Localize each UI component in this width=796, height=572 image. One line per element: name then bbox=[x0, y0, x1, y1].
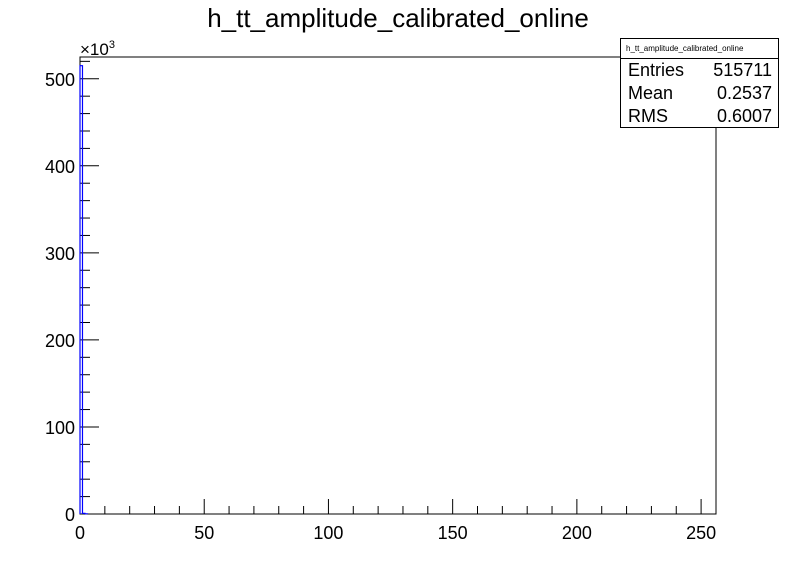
y-tick-label: 500 bbox=[45, 70, 75, 90]
stats-entries-value: 515711 bbox=[713, 60, 772, 80]
stats-row-entries: Entries 515711 bbox=[621, 59, 778, 82]
stats-entries-label: Entries bbox=[628, 60, 685, 80]
histogram-bar bbox=[79, 65, 84, 514]
x-axis: 0 50 100 150 200 250 bbox=[75, 499, 716, 543]
y-tick-label: 300 bbox=[45, 244, 75, 264]
x-tick-label: 0 bbox=[75, 523, 85, 543]
y-tick-label: 400 bbox=[45, 157, 75, 177]
stats-mean-label: Mean bbox=[628, 83, 674, 103]
y-multiplier-label: ×103 bbox=[80, 39, 115, 59]
stats-row-mean: Mean 0.2537 bbox=[621, 82, 778, 105]
stats-mean-value: 0.2537 bbox=[716, 83, 772, 103]
stats-row-rms: RMS 0.6007 bbox=[621, 105, 778, 128]
x-tick-label: 50 bbox=[194, 523, 214, 543]
stats-box: h_tt_amplitude_calibrated_online Entries… bbox=[620, 38, 779, 128]
plot-title: h_tt_amplitude_calibrated_online bbox=[207, 3, 589, 33]
stats-histogram-name: h_tt_amplitude_calibrated_online bbox=[621, 39, 778, 59]
x-tick-label: 100 bbox=[313, 523, 343, 543]
histogram-bars bbox=[79, 65, 89, 515]
x-tick-label: 200 bbox=[562, 523, 592, 543]
stats-rms-label: RMS bbox=[628, 106, 668, 126]
y-axis: 0 100 200 300 400 500 bbox=[45, 60, 99, 525]
x-tick-label: 250 bbox=[686, 523, 716, 543]
x-tick-label: 150 bbox=[438, 523, 468, 543]
y-tick-label: 0 bbox=[65, 505, 75, 525]
y-tick-label: 200 bbox=[45, 331, 75, 351]
y-tick-label: 100 bbox=[45, 418, 75, 438]
stats-rms-value: 0.6007 bbox=[716, 106, 772, 126]
